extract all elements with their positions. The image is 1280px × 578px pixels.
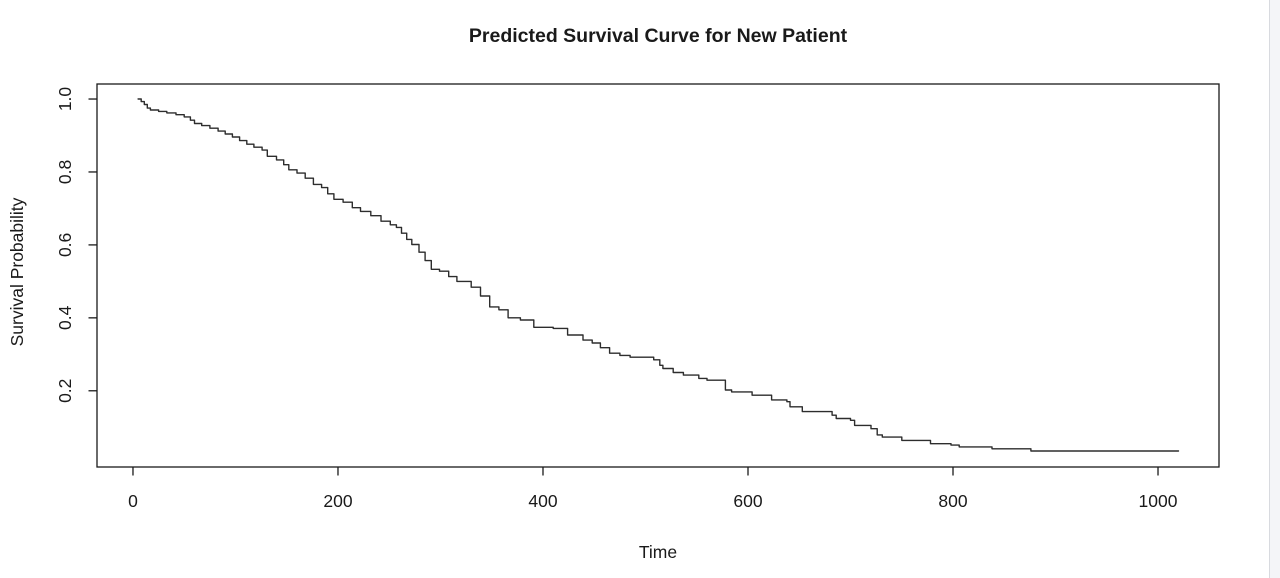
- chart-title: Predicted Survival Curve for New Patient: [469, 25, 848, 47]
- x-tick-label: 800: [938, 491, 967, 511]
- y-tick-label: 0.8: [55, 160, 75, 184]
- x-tick-label: 400: [528, 491, 557, 511]
- x-tick-label: 1000: [1139, 491, 1178, 511]
- y-tick-label: 0.2: [55, 379, 75, 403]
- scrollbar-gutter[interactable]: [1269, 0, 1280, 578]
- x-tick-label: 0: [128, 491, 138, 511]
- plot-box-border: [96, 83, 1220, 468]
- curve-layer: [137, 98, 1180, 452]
- survival-curve-path: [137, 98, 1180, 452]
- axes-layer: 0 200 400 600 800 1000 0.2 0.4 0.6 0.8 1.0: [55, 87, 1178, 511]
- x-axis-label: Time: [639, 542, 677, 562]
- y-tick-label: 0.4: [55, 305, 75, 330]
- x-tick-label: 200: [323, 491, 352, 511]
- y-axis-label: Survival Probability: [7, 197, 27, 346]
- y-tick-label: 0.6: [55, 233, 75, 257]
- x-tick-label: 600: [733, 491, 762, 511]
- y-tick-label: 1.0: [55, 87, 75, 112]
